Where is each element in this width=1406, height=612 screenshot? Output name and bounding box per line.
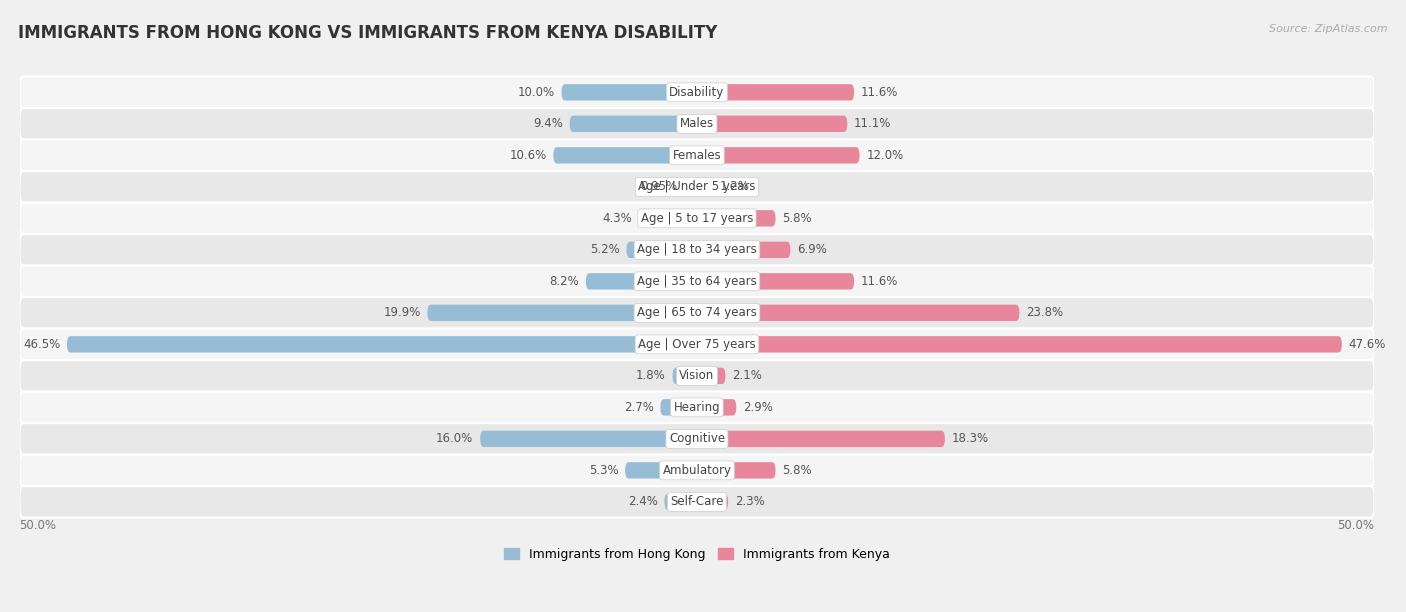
Text: 2.1%: 2.1% [733,370,762,382]
Text: IMMIGRANTS FROM HONG KONG VS IMMIGRANTS FROM KENYA DISABILITY: IMMIGRANTS FROM HONG KONG VS IMMIGRANTS … [18,24,717,42]
Text: Cognitive: Cognitive [669,432,725,446]
FancyBboxPatch shape [661,399,697,416]
FancyBboxPatch shape [697,116,848,132]
FancyBboxPatch shape [697,431,945,447]
FancyBboxPatch shape [20,392,1374,423]
FancyBboxPatch shape [672,368,697,384]
Text: Self-Care: Self-Care [671,495,724,509]
Text: 9.4%: 9.4% [533,118,562,130]
Text: Age | Under 5 years: Age | Under 5 years [638,181,755,193]
Text: 47.6%: 47.6% [1348,338,1386,351]
FancyBboxPatch shape [697,368,725,384]
Text: 18.3%: 18.3% [952,432,988,446]
Text: Females: Females [672,149,721,162]
FancyBboxPatch shape [697,147,859,163]
FancyBboxPatch shape [697,210,776,226]
FancyBboxPatch shape [685,179,697,195]
Text: Age | 5 to 17 years: Age | 5 to 17 years [641,212,754,225]
FancyBboxPatch shape [20,234,1374,266]
Text: 2.3%: 2.3% [735,495,765,509]
Text: 11.6%: 11.6% [860,275,898,288]
Text: 2.9%: 2.9% [742,401,773,414]
Legend: Immigrants from Hong Kong, Immigrants from Kenya: Immigrants from Hong Kong, Immigrants fr… [499,543,894,566]
Text: 6.9%: 6.9% [797,244,827,256]
FancyBboxPatch shape [20,486,1374,518]
Text: 5.8%: 5.8% [782,464,811,477]
Text: 50.0%: 50.0% [20,519,56,532]
FancyBboxPatch shape [20,266,1374,297]
Text: 2.7%: 2.7% [624,401,654,414]
FancyBboxPatch shape [626,462,697,479]
FancyBboxPatch shape [697,494,728,510]
Text: Ambulatory: Ambulatory [662,464,731,477]
FancyBboxPatch shape [427,305,697,321]
FancyBboxPatch shape [20,108,1374,140]
Text: 1.2%: 1.2% [720,181,749,193]
Text: 1.8%: 1.8% [636,370,666,382]
Text: Hearing: Hearing [673,401,720,414]
Text: 11.1%: 11.1% [853,118,891,130]
FancyBboxPatch shape [697,305,1019,321]
Text: 16.0%: 16.0% [436,432,474,446]
Text: 2.4%: 2.4% [628,495,658,509]
Text: Vision: Vision [679,370,714,382]
FancyBboxPatch shape [665,494,697,510]
Text: 5.3%: 5.3% [589,464,619,477]
FancyBboxPatch shape [67,336,697,353]
FancyBboxPatch shape [20,203,1374,234]
Text: 10.6%: 10.6% [509,149,547,162]
Text: 46.5%: 46.5% [22,338,60,351]
Text: 10.0%: 10.0% [517,86,555,99]
Text: Age | 18 to 34 years: Age | 18 to 34 years [637,244,756,256]
Text: 23.8%: 23.8% [1026,307,1063,319]
Text: 50.0%: 50.0% [1337,519,1374,532]
FancyBboxPatch shape [561,84,697,100]
FancyBboxPatch shape [20,171,1374,203]
FancyBboxPatch shape [20,423,1374,455]
FancyBboxPatch shape [586,273,697,289]
FancyBboxPatch shape [638,210,697,226]
Text: Age | 35 to 64 years: Age | 35 to 64 years [637,275,756,288]
FancyBboxPatch shape [697,84,853,100]
Text: Age | Over 75 years: Age | Over 75 years [638,338,756,351]
Text: 19.9%: 19.9% [384,307,420,319]
FancyBboxPatch shape [627,242,697,258]
FancyBboxPatch shape [20,76,1374,108]
Text: 5.8%: 5.8% [782,212,811,225]
FancyBboxPatch shape [481,431,697,447]
Text: 8.2%: 8.2% [550,275,579,288]
Text: 0.95%: 0.95% [640,181,678,193]
FancyBboxPatch shape [554,147,697,163]
Text: 4.3%: 4.3% [602,212,631,225]
Text: 12.0%: 12.0% [866,149,904,162]
Text: Disability: Disability [669,86,724,99]
FancyBboxPatch shape [697,179,713,195]
FancyBboxPatch shape [20,297,1374,329]
FancyBboxPatch shape [697,242,790,258]
FancyBboxPatch shape [697,336,1341,353]
Text: Source: ZipAtlas.com: Source: ZipAtlas.com [1270,24,1388,34]
FancyBboxPatch shape [20,329,1374,360]
FancyBboxPatch shape [20,455,1374,486]
FancyBboxPatch shape [20,140,1374,171]
FancyBboxPatch shape [697,399,737,416]
FancyBboxPatch shape [20,360,1374,392]
FancyBboxPatch shape [697,273,853,289]
FancyBboxPatch shape [697,462,776,479]
Text: 5.2%: 5.2% [591,244,620,256]
Text: Males: Males [681,118,714,130]
FancyBboxPatch shape [569,116,697,132]
Text: Age | 65 to 74 years: Age | 65 to 74 years [637,307,756,319]
Text: 11.6%: 11.6% [860,86,898,99]
